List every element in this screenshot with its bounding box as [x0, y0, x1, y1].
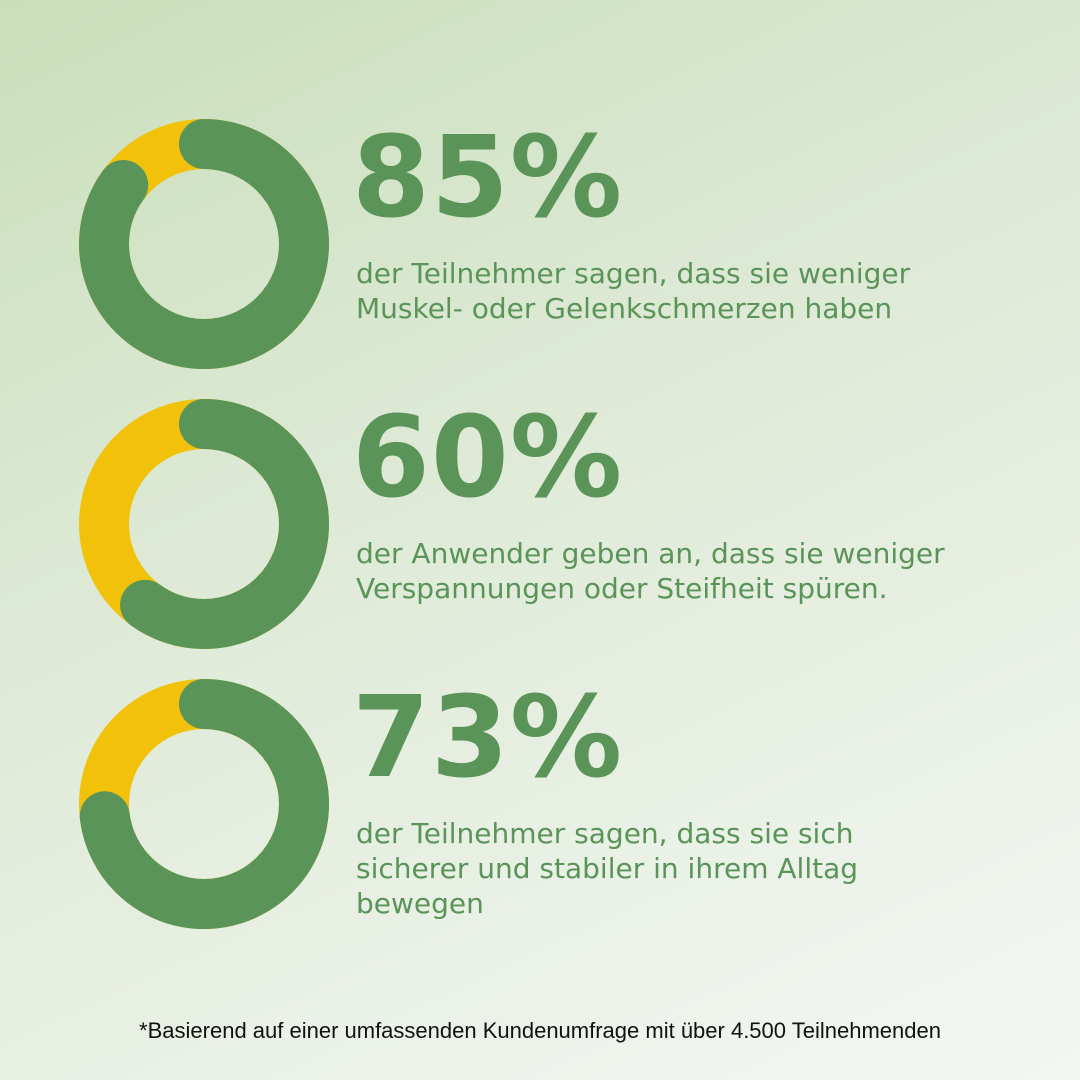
stat-description-2-line-1: der Anwender geben an, dass sie weniger [356, 537, 945, 570]
stat-description-2-line-2: Verspannungen oder Steifheit spüren. [356, 572, 888, 605]
stat-percentage-2: 60% [352, 393, 624, 523]
survey-footnote: *Basierend auf einer umfassenden Kundenu… [139, 1018, 941, 1043]
donut-1-value-segment [79, 119, 329, 369]
stat-description-1-line-2: Muskel- oder Gelenkschmerzen haben [356, 292, 893, 325]
stat-description-3-line-3: bewegen [356, 887, 484, 920]
stat-description-3-line-2: sicherer und stabiler in ihrem Alltag [356, 852, 859, 885]
stat-description-1: der Teilnehmer sagen, dass sie weniger M… [356, 256, 1046, 326]
stat-description-2: der Anwender geben an, dass sie weniger … [356, 536, 1046, 606]
stat-percentage-1: 85% [352, 113, 624, 243]
stat-block-1: 85% der Teilnehmer sagen, dass sie wenig… [0, 113, 1080, 378]
stat-percentage-3: 73% [352, 673, 624, 803]
donut-chart-2 [79, 399, 329, 649]
stat-description-1-line-1: der Teilnehmer sagen, dass sie weniger [356, 257, 911, 290]
stat-block-3: 73% der Teilnehmer sagen, dass sie sich … [0, 673, 1080, 938]
donut-3-value-segment [79, 679, 329, 929]
stat-description-3: der Teilnehmer sagen, dass sie sich sich… [356, 816, 1046, 921]
stat-description-3-line-1: der Teilnehmer sagen, dass sie sich [356, 817, 854, 850]
donut-chart-3 [79, 679, 329, 929]
donut-chart-1 [79, 119, 329, 369]
donut-2-value-segment [79, 399, 329, 649]
stat-block-2: 60% der Anwender geben an, dass sie weni… [0, 393, 1080, 658]
